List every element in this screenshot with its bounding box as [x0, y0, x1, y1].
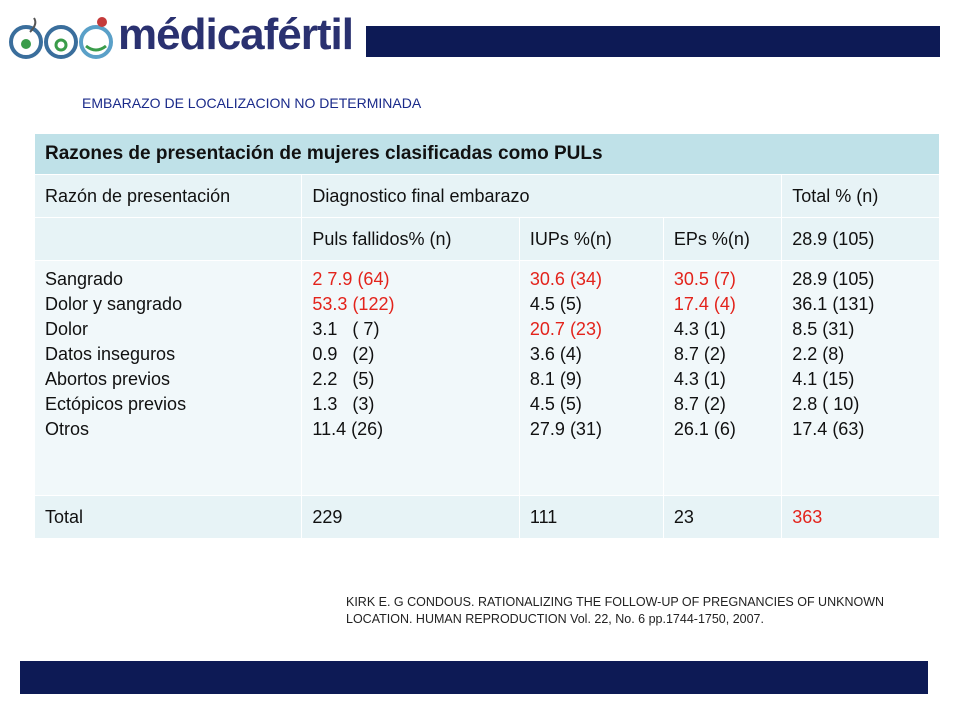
cell-line: 4.5 (5) [529, 394, 582, 414]
cell-line: Ectópicos previos [45, 394, 187, 414]
cell-line: 11.4 (26) [312, 419, 384, 439]
cell-line: Otros [45, 419, 90, 439]
cell-line: 20.7 (23) [529, 319, 602, 339]
subheader-cell: 28.9 (105) [781, 217, 940, 261]
cell-line: 4.3 (1) [673, 319, 726, 339]
cell-line: 2 7.9 (64) [312, 269, 390, 289]
total-cell: Total [33, 495, 303, 539]
cell-line: 36.1 (131) [792, 294, 875, 314]
logo: médicafértil [118, 10, 354, 59]
subheader-cell: Puls fallidos% (n) [301, 217, 520, 261]
cell-line: 17.4 (4) [673, 294, 736, 314]
cell-line: 8.7 (2) [673, 344, 726, 364]
subheader-cell: EPs %(n) [662, 217, 783, 261]
cell-line: 26.1 (6) [673, 419, 736, 439]
total-cell: 23 [662, 495, 783, 539]
cell-line: Dolor y sangrado [45, 294, 183, 314]
cell-line: 2.2 (8) [792, 344, 845, 364]
subtitle: EMBARAZO DE LOCALIZACION NO DETERMINADA [82, 95, 422, 111]
cell-line: Datos inseguros [45, 344, 176, 364]
cell-line: 2.8 ( 10) [792, 394, 860, 414]
cell-line: 4.1 (15) [792, 369, 855, 389]
cell-line: 30.5 (7) [673, 269, 736, 289]
cell-line: 8.5 (31) [792, 319, 855, 339]
citation: KIRK E. G CONDOUS. RATIONALIZING THE FOL… [346, 595, 885, 626]
cell-line: 3.1 ( 7) [312, 319, 380, 339]
body-cell: 28.9 (105) 36.1 (131) 8.5 (31) 2.2 (8) 4.1 (… [781, 260, 940, 496]
bottom-bar [20, 661, 928, 694]
cell-line: 8.1 (9) [529, 369, 582, 389]
table-title: Razones de presentación de mujeres clasi… [34, 133, 940, 175]
body-cell: 30.5 (7) 17.4 (4) 4.3 (1) 8.7 (2) 4.3 (1) 8.7… [662, 260, 783, 496]
total-cell: 111 [518, 495, 664, 539]
top-bar [366, 26, 940, 57]
table: Razones de presentación de mujeres clasi… [33, 133, 940, 539]
cell-line: 30.6 (34) [529, 269, 602, 289]
header-cell: Razón de presentación [33, 174, 303, 218]
header-cell: Diagnostico final embarazo [301, 174, 783, 218]
cell-line: Abortos previos [45, 369, 171, 389]
subheader-cell: IUPs %(n) [518, 217, 664, 261]
cell-line: 53.3 (122) [312, 294, 395, 314]
body-cell: Sangrado Dolor y sangrado Dolor Datos inseg… [33, 260, 303, 496]
cell-line: 28.9 (105) [792, 269, 875, 289]
cell-line: 0.9 (2) [312, 344, 375, 364]
cell-line: Sangrado [45, 269, 124, 289]
total-cell: 229 [301, 495, 520, 539]
cell-line: 27.9 (31) [529, 419, 602, 439]
cell-line: 3.6 (4) [529, 344, 582, 364]
body-cell: 30.6 (34) 4.5 (5) 20.7 (23) 3.6 (4) 8.1 (9) 4… [518, 260, 664, 496]
total-cell: 363 [781, 495, 940, 539]
empty-cell [33, 217, 303, 261]
cell-line: 8.7 (2) [673, 394, 726, 414]
body-cell: 2 7.9 (64) 53.3 (122) 3.1 ( 7) 0.9 (2) 2.2 (… [301, 260, 520, 496]
cell-line: 4.3 (1) [673, 369, 726, 389]
cell-line: 4.5 (5) [529, 294, 582, 314]
cell-line: 17.4 (63) [792, 419, 865, 439]
cell-line: Dolor [45, 319, 89, 339]
cell-line: 2.2 (5) [312, 369, 375, 389]
header-cell: Total % (n) [781, 174, 940, 218]
cell-line: 1.3 (3) [312, 394, 375, 414]
logo-icons [9, 17, 113, 59]
